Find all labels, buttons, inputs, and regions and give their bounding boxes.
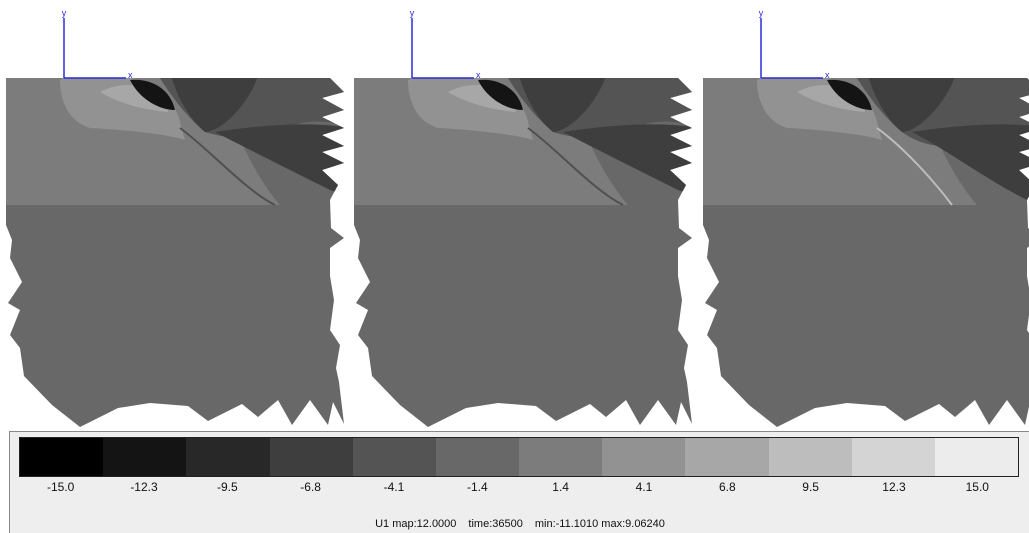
colorbar-tick-label: 6.8: [718, 480, 736, 494]
colorbar-swatch: [20, 438, 104, 476]
colorbar-tick-label: -4.1: [383, 480, 405, 494]
colorbar-swatch: [685, 438, 769, 476]
time-label: time:36500: [468, 518, 523, 530]
colorbar-swatch: [186, 438, 270, 476]
colorbar: [19, 437, 1019, 477]
colorbar-swatch: [851, 438, 935, 476]
colorbar-swatch: [768, 438, 852, 476]
colorbar-tick-label: 15.0: [965, 480, 989, 494]
colorbar-swatch: [435, 438, 520, 476]
colorbar-tick-label: -9.5: [216, 480, 238, 494]
contour-panel-2: y x: [354, 8, 692, 427]
colorbar-tick-label: -1.4: [466, 480, 488, 494]
colorbar-swatch: [602, 438, 686, 476]
colorbar-swatch: [103, 438, 187, 476]
contour-panel-1: y x: [6, 8, 344, 427]
map-label: U1 map:12.0000: [375, 518, 457, 530]
contour-plots: y x y x: [6, 8, 1029, 427]
colorbar-swatch: [269, 438, 353, 476]
minmax-label: min:-11.1010 max:9.06240: [534, 518, 665, 530]
colorbar-swatch: [352, 438, 436, 476]
colorbar-tick-label: -12.3: [130, 480, 158, 494]
y-axis-label: y: [759, 8, 764, 18]
colorbar-tick-label: 9.5: [802, 480, 819, 494]
colorbar-tick-label: 12.3: [882, 480, 906, 494]
colorbar-tick-labels: -15.0 -12.3 -9.5 -6.8 -4.1 -1.4 1.4 4.1 6.8 9.5 12…: [19, 480, 1019, 496]
colorbar-swatch: [934, 438, 1019, 476]
colorbar-swatch: [519, 438, 603, 476]
x-axis-label: x: [476, 70, 481, 80]
colorbar-tick-label: -6.8: [300, 480, 321, 494]
colorbar-panel: -15.0 -12.3 -9.5 -6.8 -4.1 -1.4 1.4 4.1 6.8 9.5 12…: [9, 431, 1029, 533]
colorbar-tick-label: 1.4: [552, 480, 569, 494]
colorbar-tick-label: 4.1: [635, 480, 653, 494]
x-axis-label: x: [128, 70, 133, 80]
y-axis-label: y: [410, 8, 415, 18]
y-axis-label: y: [62, 8, 67, 18]
colorbar-tick-label: -15.0: [46, 480, 75, 494]
footer-info: U1 map:12.0000 time:36500 min:-11.1010 max…: [10, 518, 1029, 530]
x-axis-label: x: [825, 70, 830, 80]
contour-panel-3: y x: [703, 8, 1029, 427]
